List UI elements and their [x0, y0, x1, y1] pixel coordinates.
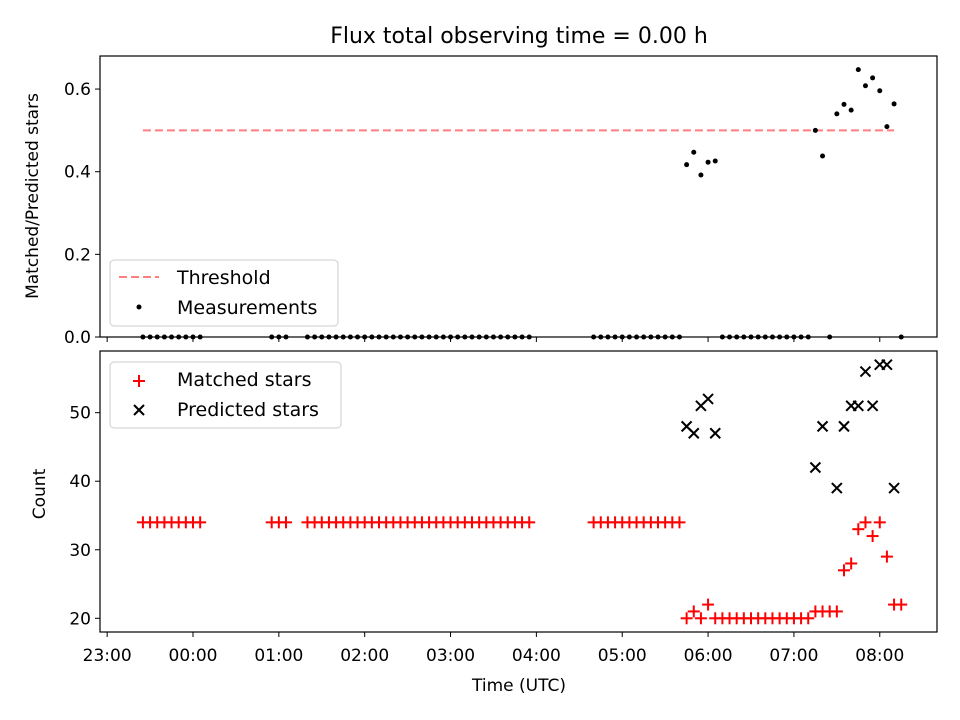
- predicted-star-b: [838, 420, 850, 433]
- predicted-star-marker: [816, 420, 829, 433]
- measurement-point: [891, 101, 897, 107]
- measurement-point: [820, 153, 826, 159]
- x-tick-label: 03:00: [426, 646, 475, 666]
- count-y-tick-label: 50: [69, 404, 91, 424]
- predicted-star-marker: [888, 482, 900, 494]
- ratio-plot-area: 0.0 0.2 0.4 0.6: [64, 67, 904, 348]
- matched-star-marker: [694, 612, 707, 625]
- ratio-y-tick-label: 0.4: [64, 163, 91, 183]
- measurement-point: [712, 158, 718, 164]
- predicted-star-b: [688, 427, 700, 439]
- matched-star-marker: [830, 605, 843, 618]
- predicted-star-b: [859, 365, 872, 378]
- predicted-star-b: [702, 393, 714, 405]
- ratio-legend: Threshold Measurements: [109, 259, 339, 327]
- ratio-plot-frame: [99, 55, 938, 338]
- x-tick-label: 00:00: [169, 646, 218, 666]
- matched-star-marker: [702, 598, 715, 611]
- matched-star-marker: [859, 516, 872, 529]
- count-plot-frame: [99, 350, 938, 633]
- x-tick-label: 23:00: [83, 646, 132, 666]
- measurement-point: [855, 67, 861, 73]
- x-tick-label: 01:00: [254, 646, 303, 666]
- matched-star-marker: [838, 564, 850, 577]
- matched-star-marker: [852, 523, 865, 536]
- x-tick-label: 04:00: [512, 646, 561, 666]
- predicted-star-b: [831, 482, 843, 494]
- predicted-star-marker: [709, 427, 721, 439]
- ratio-y-axis-label: Matched/Predicted stars: [23, 93, 43, 299]
- measurement-point: [705, 159, 711, 165]
- matched-star-marker: [523, 516, 536, 529]
- matched-legend-swatch: [133, 375, 145, 387]
- ratio-legend-box: [109, 259, 339, 327]
- matched-legend-label: Matched stars: [177, 369, 311, 391]
- x-tick-label: 08:00: [855, 646, 904, 666]
- count-y-axis-label: Count: [30, 468, 50, 519]
- predicted-star-marker: [881, 359, 893, 371]
- x-tick-label: 02:00: [340, 646, 389, 666]
- count-legend: Matched stars Predicted stars: [109, 361, 342, 429]
- matched-star-marker: [880, 550, 893, 563]
- matched-star-marker: [866, 530, 879, 543]
- matched-star-marker: [680, 612, 693, 625]
- count-legend-box: [109, 361, 342, 429]
- predicted-star-marker: [809, 461, 822, 474]
- predicted-star-marker: [838, 420, 850, 433]
- matched-star-marker: [873, 516, 886, 529]
- x-tick-label: 07:00: [769, 646, 818, 666]
- measurement-point: [812, 127, 818, 133]
- predicted-star-b: [680, 420, 693, 433]
- predicted-legend-swatch: [133, 404, 145, 416]
- measurements-legend-swatch: [136, 304, 142, 310]
- measurement-point: [870, 75, 876, 81]
- matched-star-marker: [687, 605, 700, 618]
- x-tick-label: 05:00: [598, 646, 647, 666]
- measurement-point: [834, 111, 840, 117]
- matched-star-marker: [194, 516, 207, 529]
- predicted-star-marker: [866, 400, 879, 412]
- x-tick-label: 06:00: [684, 646, 733, 666]
- matched-star-marker: [673, 516, 686, 529]
- measurement-point: [877, 88, 883, 94]
- predicted-star-b: [881, 359, 893, 371]
- predicted-star-b: [709, 427, 721, 439]
- predicted-star-b: [852, 400, 865, 412]
- predicted-star-marker: [859, 365, 872, 378]
- matched-star-marker: [895, 598, 908, 611]
- threshold-legend-label: Threshold: [176, 267, 271, 289]
- matched-star-marker: [280, 516, 292, 529]
- predicted-star-marker: [852, 400, 865, 412]
- ratio-y-tick-label: 0.6: [64, 80, 91, 100]
- predicted-star-b: [809, 461, 822, 474]
- measurements-legend-label: Measurements: [177, 297, 317, 319]
- measurement-point: [691, 149, 697, 155]
- ratio-y-tick-label: 0.0: [64, 328, 91, 348]
- ratio-y-tick-label: 0.2: [64, 245, 91, 265]
- predicted-legend-label: Predicted stars: [177, 399, 319, 421]
- measurement-point: [684, 162, 690, 168]
- count-y-tick-label: 30: [69, 541, 91, 561]
- measurement-point: [884, 124, 890, 130]
- measurement-point: [848, 107, 854, 113]
- measurement-point: [862, 83, 868, 89]
- count-plot-area: 20 30 40 50 23:00 00:00 01:00 02:00 03:00 04:00 05…: [69, 359, 908, 666]
- matched-star-marker: [845, 557, 858, 570]
- predicted-star-marker: [831, 482, 843, 494]
- count-y-tick-label: 40: [69, 472, 91, 492]
- predicted-star-marker: [688, 427, 700, 439]
- predicted-star-marker: [702, 393, 714, 405]
- measurement-point: [841, 101, 847, 107]
- count-y-tick-label: 20: [69, 609, 91, 629]
- predicted-star-b: [866, 400, 879, 412]
- chart-title: Flux total observing time = 0.00 h: [330, 24, 708, 49]
- matched-star-marker: [802, 612, 815, 625]
- predicted-star-b: [816, 420, 829, 433]
- predicted-star-b: [888, 482, 900, 494]
- measurement-point: [698, 172, 704, 178]
- x-axis-label: Time (UTC): [471, 676, 566, 696]
